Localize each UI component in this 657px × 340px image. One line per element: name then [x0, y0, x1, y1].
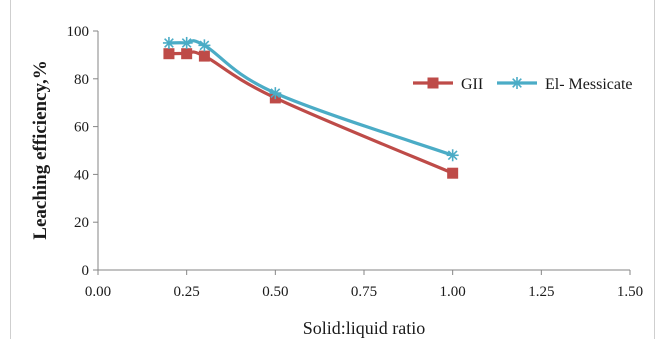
y-tick-label: 0: [82, 263, 90, 279]
x-tick-label: 0.00: [85, 284, 111, 300]
legend-label: GII: [461, 76, 483, 93]
y-tick-label: 40: [74, 167, 89, 183]
data-point-asterisk: [162, 36, 175, 49]
y-axis-title: Leaching efficiency,%: [30, 60, 51, 239]
x-tick-label: 1.00: [440, 284, 466, 300]
data-point-square: [163, 48, 175, 60]
data-point-asterisk: [269, 87, 282, 100]
data-point-asterisk: [198, 39, 211, 52]
data-point-square: [427, 77, 439, 89]
data-point-square: [447, 167, 459, 179]
x-tick-label: 0.75: [351, 284, 377, 300]
series-line: [168, 50, 454, 175]
data-point-square: [181, 48, 193, 60]
chart-frame: [10, 0, 655, 339]
x-axis-title: Solid:liquid ratio: [303, 318, 426, 338]
axes: 0 20 40 60 80 100 0.00 0.25 0.50 0.75 1.00 1.25 1.50: [67, 24, 644, 300]
y-tick-label: 20: [74, 215, 89, 231]
data-point-square: [198, 50, 210, 62]
legend: GII El- Messicate: [413, 76, 633, 93]
data-point-asterisk: [511, 77, 523, 89]
x-tick-label: 0.25: [174, 284, 200, 300]
data-point-asterisk: [446, 149, 459, 162]
y-tick-label: 60: [74, 120, 89, 136]
legend-label: El- Messicate: [545, 76, 633, 93]
series-line: [168, 39, 454, 157]
series-layer: [162, 36, 459, 179]
data-point-asterisk: [180, 36, 193, 49]
x-tick-label: 0.50: [262, 284, 288, 300]
y-tick-label: 100: [67, 24, 90, 40]
x-tick-label: 1.25: [528, 284, 554, 300]
y-tick-label: 80: [74, 72, 89, 88]
x-tick-label: 1.50: [617, 284, 643, 300]
